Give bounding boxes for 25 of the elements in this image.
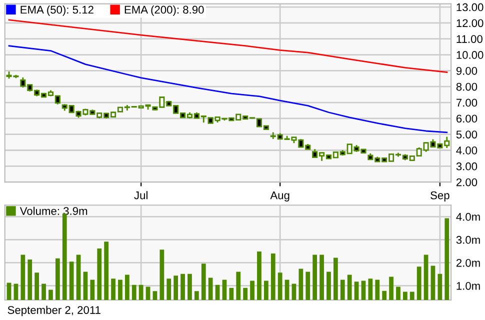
y-tick-label: 4.0m — [456, 212, 480, 221]
y-tick-label: 3.00 — [456, 162, 478, 170]
x-tick-label: Sep — [430, 191, 450, 202]
y-tick-label: 6.00 — [456, 114, 478, 123]
y-tick-label: 10.00 — [456, 51, 484, 59]
legend-label: EMA (50): 5.12 — [20, 6, 94, 16]
y-tick-label: 3.0m — [456, 236, 480, 244]
line-series — [8, 45, 448, 134]
y-tick-label: 1.0m — [456, 282, 480, 290]
y-tick-label: 13.00 — [456, 3, 484, 12]
x-tick-label: Aug — [270, 192, 290, 202]
y-tick-label: 12.00 — [456, 19, 484, 28]
text: September 2, 2011 — [8, 306, 100, 316]
y-tick-label: 8.00 — [456, 82, 478, 91]
legend-label: Volume: 3.9m — [20, 206, 88, 215]
y-tick-label: 4.00 — [456, 146, 478, 154]
legend-label: EMA (200): 8.90 — [124, 6, 204, 16]
line-series — [8, 19, 448, 73]
y-tick-label: 11.00 — [456, 35, 482, 43]
y-tick-label: 9.00 — [456, 66, 478, 75]
x-tick-label: Jul — [134, 191, 148, 200]
y-tick-label: 2.0m — [456, 258, 480, 267]
y-tick-label: 2.00 — [456, 178, 478, 186]
y-tick-label: 5.00 — [456, 130, 478, 138]
y-tick-label: 7.00 — [456, 98, 478, 107]
